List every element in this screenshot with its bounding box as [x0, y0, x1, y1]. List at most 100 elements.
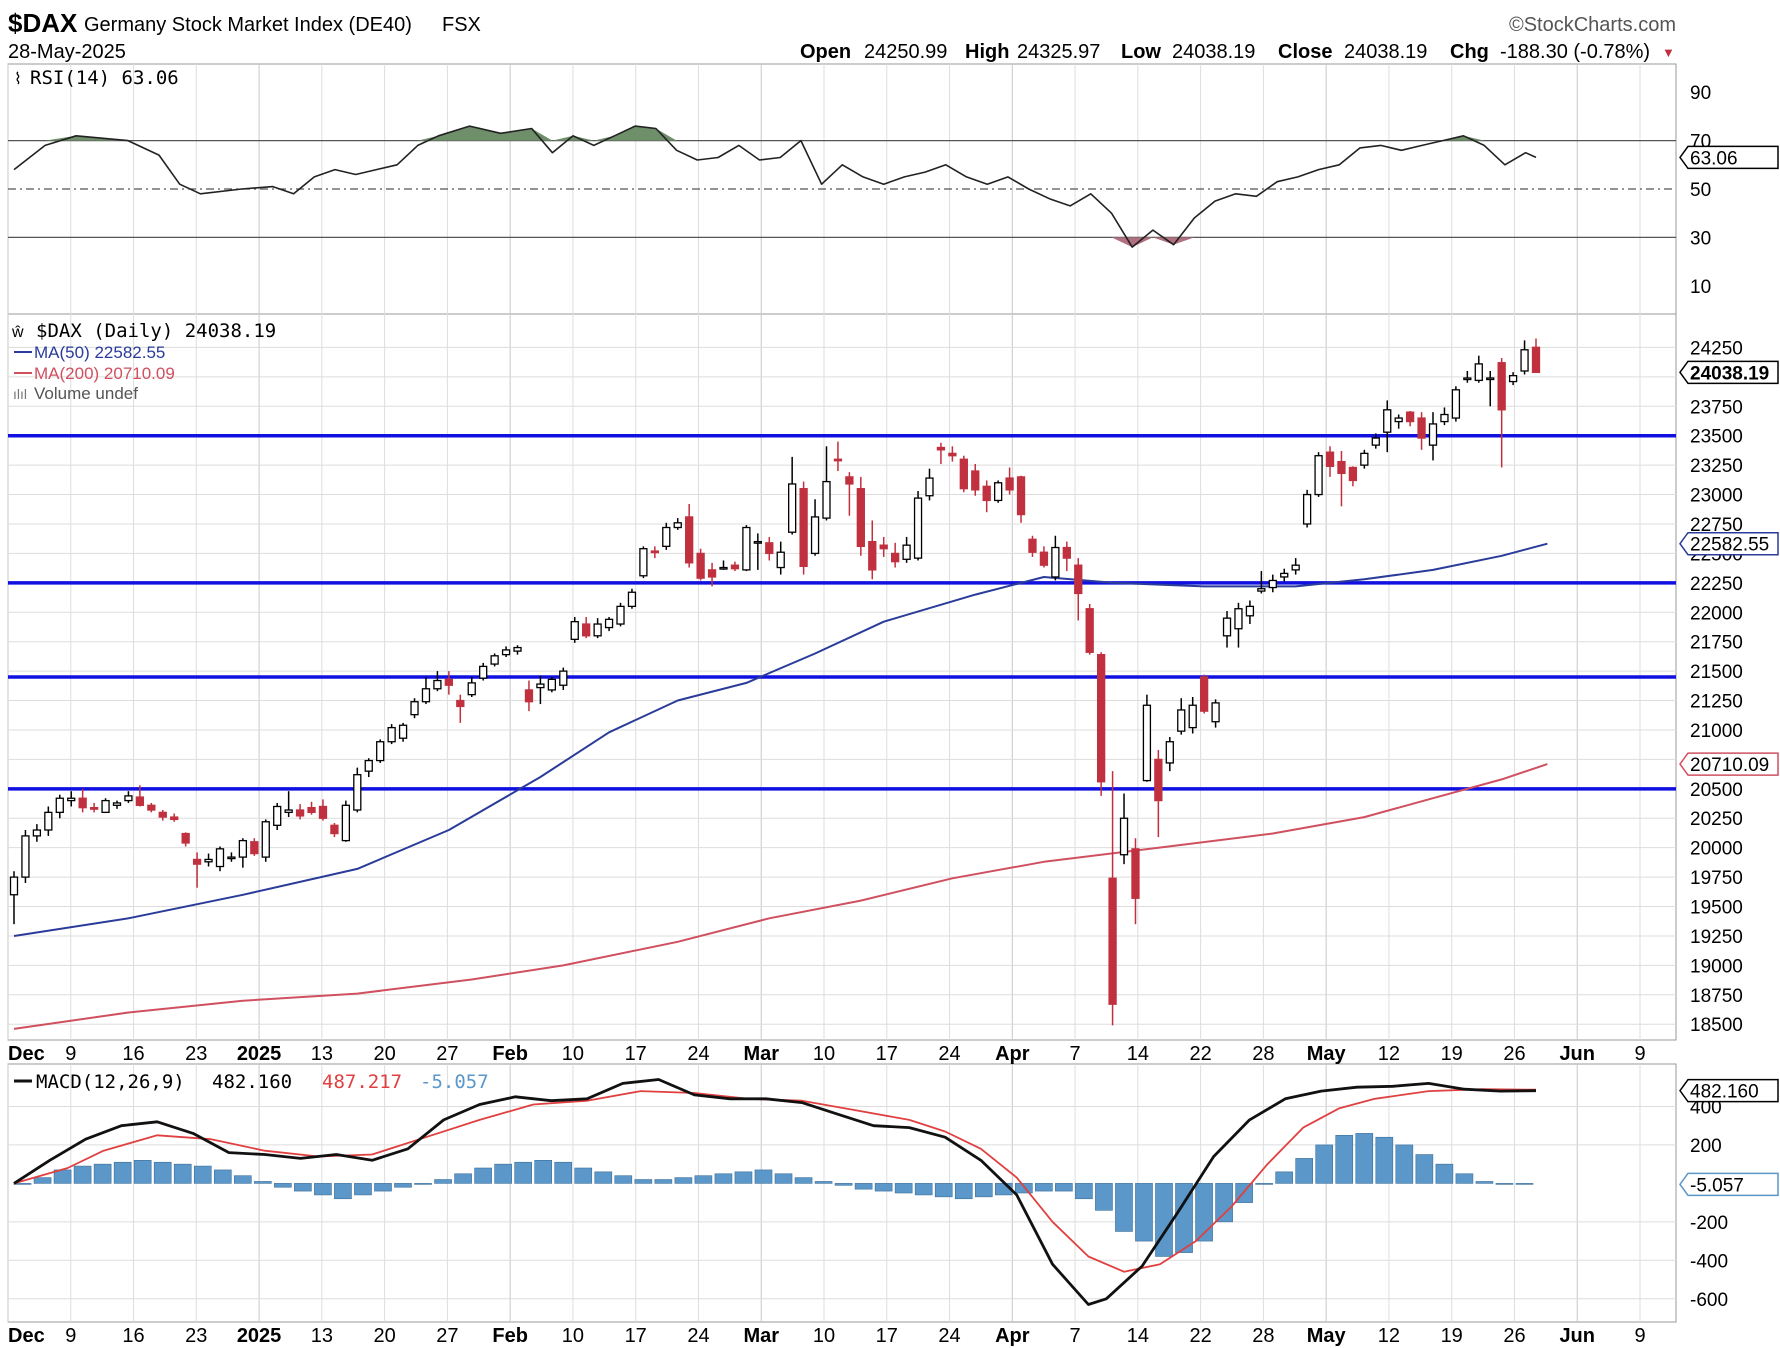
- candle-down: [192, 858, 202, 865]
- candle-down: [1417, 417, 1426, 439]
- price-tick-label: 24250: [1690, 338, 1743, 359]
- x-tick-label: Jun: [1559, 1043, 1595, 1065]
- candle-up: [788, 483, 797, 533]
- macd-value-tag-text: 482.160: [1690, 1082, 1759, 1103]
- ma200-tag-text: 20710.09: [1690, 755, 1769, 776]
- candle-up: [1451, 389, 1461, 419]
- macd-histogram-bar: [774, 1173, 793, 1184]
- macd-histogram-bar: [1255, 1183, 1273, 1185]
- candle-down: [1325, 451, 1335, 467]
- price-tick-label: 23000: [1690, 486, 1743, 507]
- macd-histogram-bar: [534, 1160, 553, 1184]
- macd-histogram-bar: [133, 1160, 152, 1184]
- candle-up: [387, 726, 396, 743]
- price-tick-label: 22250: [1690, 574, 1743, 595]
- macd-histogram-bar: [1335, 1135, 1354, 1184]
- candle-down: [765, 542, 774, 555]
- candle-up: [1428, 423, 1438, 446]
- price-plot: [8, 338, 1676, 1030]
- x-tick-label: 19: [1441, 1043, 1463, 1065]
- candle-up: [261, 821, 270, 858]
- candle-up: [742, 526, 751, 571]
- candle-up: [593, 623, 602, 637]
- candle-up: [410, 701, 419, 716]
- price-tick-label: 18750: [1690, 986, 1743, 1007]
- candle-up: [1234, 608, 1243, 630]
- hist-value-tag-box: [1679, 1172, 1779, 1197]
- candle-down: [170, 816, 179, 821]
- macd-histogram-bar: [233, 1175, 252, 1184]
- x-tick-label: 20: [373, 1043, 395, 1065]
- rsi-value-tag-text: 63.06: [1690, 148, 1738, 169]
- chart-date: 28-May-2025: [8, 41, 126, 63]
- macd-histogram-bar: [1315, 1144, 1334, 1184]
- price-tick-label: 20000: [1690, 839, 1743, 860]
- x-tick-label: 14: [1127, 1043, 1149, 1065]
- rsi-legend-icon: ⌇: [14, 71, 22, 88]
- price-tick-label: 22000: [1690, 603, 1743, 624]
- signal-legend-value: 487.217: [322, 1071, 402, 1093]
- macd-histogram-bar: [1015, 1183, 1033, 1194]
- macd-histogram-bar: [1155, 1183, 1173, 1257]
- candle-down: [444, 678, 454, 686]
- candle-up: [353, 774, 362, 811]
- candle-up: [1211, 702, 1220, 723]
- macd-histogram-bar: [1355, 1133, 1374, 1184]
- candle-up: [1302, 493, 1312, 525]
- candle-down: [685, 516, 694, 564]
- candle-up: [570, 621, 579, 640]
- candle-down: [891, 552, 900, 563]
- candle-up: [21, 835, 30, 878]
- x-tick-label: 16: [122, 1043, 144, 1065]
- x-tick-label: 2025: [237, 1325, 282, 1347]
- candle-up: [1188, 704, 1197, 729]
- macd-histogram-bar: [1455, 1173, 1474, 1184]
- last-price-tag-text: 24038.19: [1690, 363, 1769, 384]
- macd-histogram-bar: [1215, 1183, 1233, 1223]
- price-tick-label: 21000: [1690, 721, 1743, 742]
- x-tick-label: 19: [1441, 1325, 1463, 1347]
- grid-lines: [7, 64, 1676, 1322]
- macd-histogram-bar: [674, 1177, 693, 1184]
- candle-down: [1074, 564, 1083, 595]
- candle-up: [1486, 377, 1495, 381]
- candle-down: [318, 805, 328, 819]
- candle-down: [307, 807, 316, 814]
- ma50-line: [13, 542, 1548, 937]
- candle-up: [501, 649, 511, 656]
- macd-histogram-bar: [1295, 1158, 1314, 1184]
- x-tick-label: 2025: [237, 1043, 282, 1065]
- hist-value-tag: -5.057: [1679, 1172, 1779, 1197]
- x-tick-label: 26: [1503, 1043, 1525, 1065]
- macd-legend-value: 482.160: [212, 1071, 292, 1093]
- macd-histogram-bar: [153, 1161, 172, 1184]
- macd-histogram-bar: [514, 1161, 532, 1184]
- candle-down: [1108, 877, 1117, 1005]
- candle-down: [181, 832, 190, 844]
- rsi-oversold-fill: [1111, 237, 1195, 248]
- exchange-label: FSX: [442, 14, 481, 36]
- price-legend: ŵ $DAX (Daily) 24038.19 MA(50) 22582.55 …: [11, 320, 276, 403]
- candle-up: [112, 802, 122, 806]
- macd-histogram-bar: [1135, 1183, 1153, 1242]
- x-tick-label: 17: [625, 1043, 647, 1065]
- candle-up: [101, 799, 110, 814]
- candle-up: [1394, 417, 1403, 423]
- x-tick-label: 27: [436, 1325, 458, 1347]
- candle-up: [1474, 363, 1483, 382]
- x-tick-label: 24: [687, 1043, 709, 1065]
- candle-up: [44, 811, 53, 831]
- candle-up: [776, 551, 785, 569]
- x-tick-label: Feb: [492, 1325, 528, 1347]
- candle-down: [1039, 551, 1049, 566]
- macd-histogram-bar: [634, 1179, 653, 1184]
- x-tick-label: 9: [65, 1043, 76, 1065]
- x-tick-label: 13: [311, 1325, 333, 1347]
- candle-up: [1245, 605, 1255, 617]
- x-tick-label: 28: [1252, 1325, 1274, 1347]
- rsi-line: [13, 125, 1537, 248]
- macd-histogram-bar: [274, 1183, 292, 1188]
- rsi-label: RSI(14) 63.06: [30, 67, 179, 89]
- macd-legend: MACD(12,26,9) 482.160 487.217 -5.057: [14, 1071, 489, 1093]
- candle-up: [1520, 349, 1529, 372]
